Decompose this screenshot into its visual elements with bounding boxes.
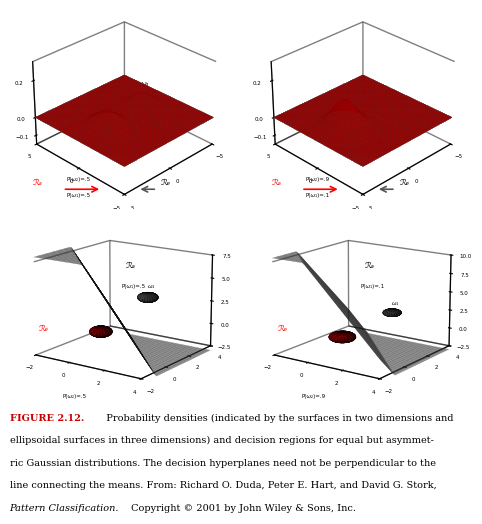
Text: ric Gaussian distributions. The decision hyperplanes need not be perpendicular t: ric Gaussian distributions. The decision…	[10, 458, 436, 467]
Text: ℛₐ: ℛₐ	[33, 178, 43, 187]
Text: ℛₑ: ℛₑ	[39, 324, 49, 333]
Text: P(ω₁)=.5: P(ω₁)=.5	[122, 284, 146, 289]
Text: Pattern Classification.: Pattern Classification.	[10, 504, 119, 512]
Text: P(ω₂)=.5: P(ω₂)=.5	[63, 394, 87, 399]
Text: Probability densities (indicated by the surfaces in two dimensions and: Probability densities (indicated by the …	[100, 413, 454, 423]
Text: Copyright © 2001 by John Wiley & Sons, Inc.: Copyright © 2001 by John Wiley & Sons, I…	[128, 504, 356, 512]
Text: ℛₑ: ℛₑ	[400, 178, 410, 187]
Text: P(ω₂)=.9: P(ω₂)=.9	[301, 394, 325, 399]
Text: P(ω₁)=.1: P(ω₁)=.1	[360, 284, 384, 289]
Text: P(ω₁)=.5: P(ω₁)=.5	[67, 193, 91, 198]
Text: ℛₐ: ℛₐ	[271, 178, 281, 187]
Text: FIGURE 2.12.: FIGURE 2.12.	[10, 413, 84, 422]
Text: ℛₑ: ℛₑ	[161, 178, 171, 187]
Text: P(ω₂)=.9: P(ω₂)=.9	[305, 177, 329, 182]
Text: P(ω₂)=.5: P(ω₂)=.5	[67, 177, 91, 182]
Text: ellipsoidal surfaces in three dimensions) and decision regions for equal but asy: ellipsoidal surfaces in three dimensions…	[10, 436, 433, 445]
Text: P(ω₁)=.1: P(ω₁)=.1	[305, 193, 329, 198]
Text: ℛₐ: ℛₐ	[364, 261, 374, 270]
Text: ℛₐ: ℛₐ	[126, 261, 135, 270]
Text: line connecting the means. From: Richard O. Duda, Peter E. Hart, and David G. St: line connecting the means. From: Richard…	[10, 481, 436, 490]
Text: ℛₑ: ℛₑ	[278, 324, 288, 333]
